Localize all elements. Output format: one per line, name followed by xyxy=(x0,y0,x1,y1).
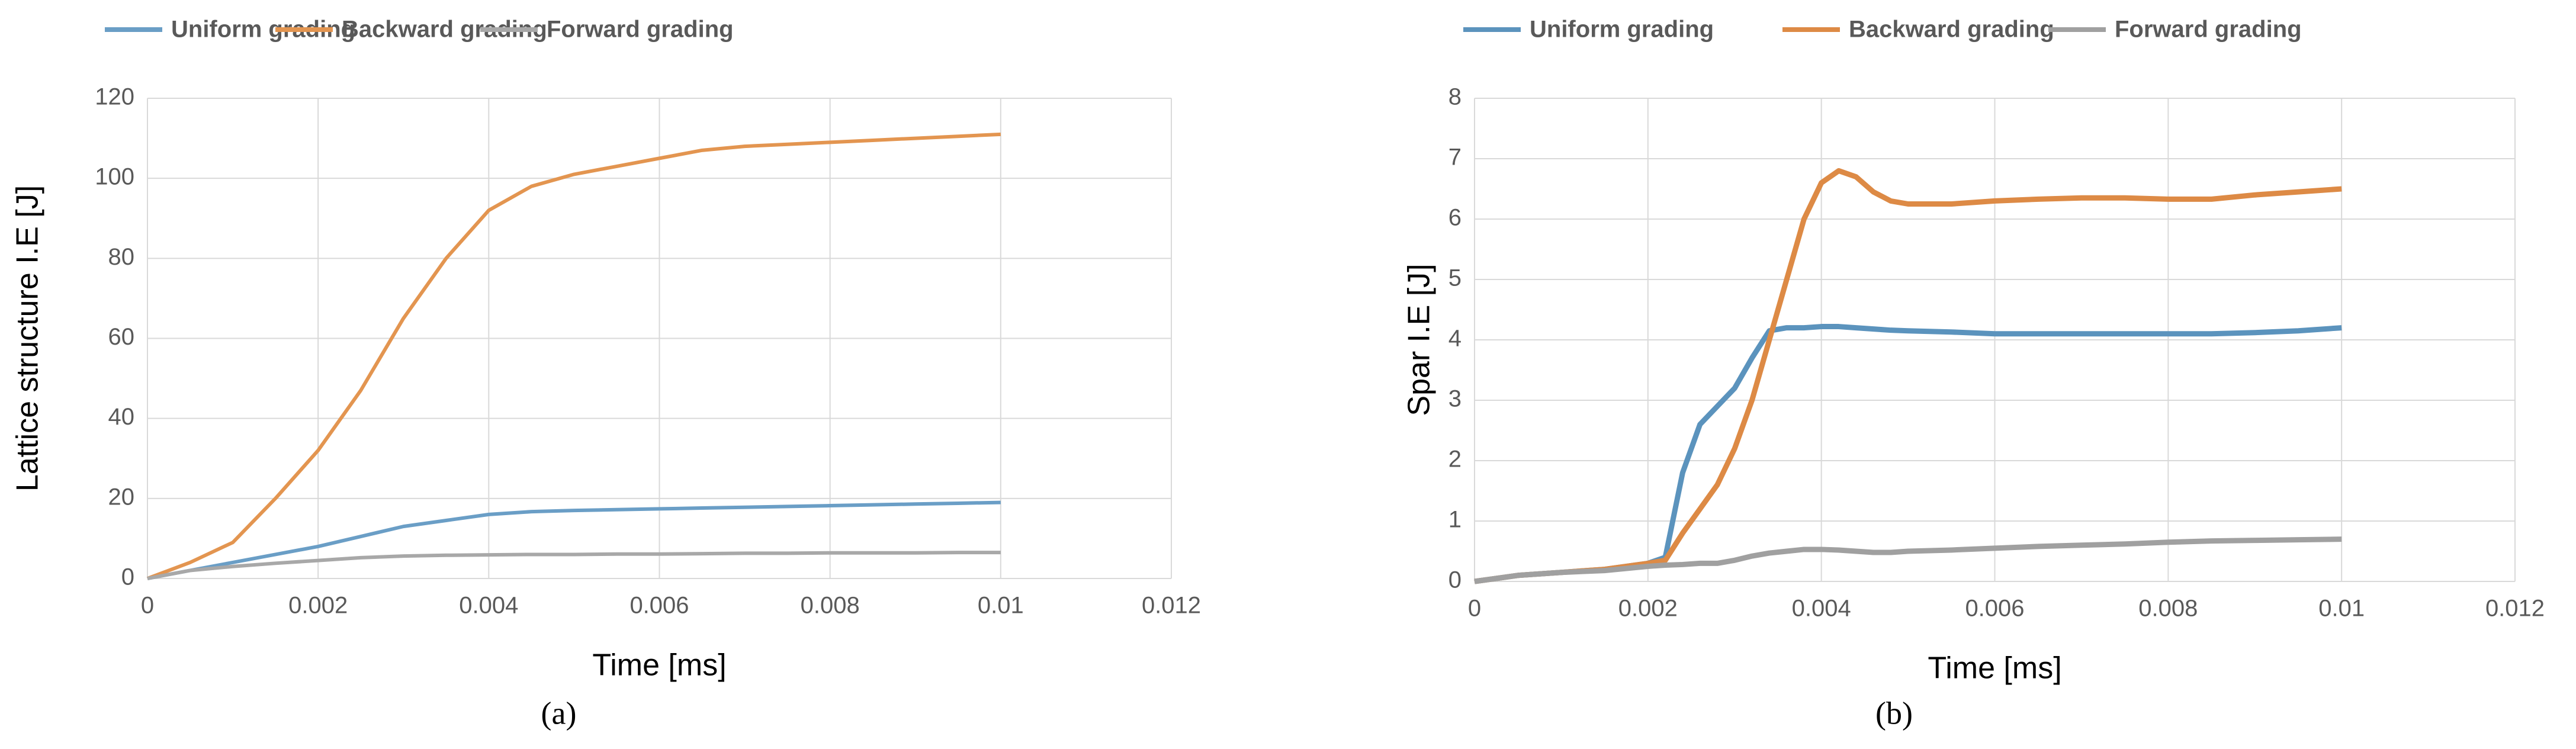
x-tick-label: 0.002 xyxy=(1618,596,1678,622)
x-tick-label: 0.006 xyxy=(1965,596,2024,622)
x-tick-label: 0.006 xyxy=(629,593,689,619)
y-tick-label: 0 xyxy=(121,564,134,590)
legend-label: Backward grading xyxy=(1849,17,2054,43)
x-tick-label: 0.002 xyxy=(288,593,348,619)
x-axis-title: Time [ms] xyxy=(1928,651,2061,686)
x-tick-label: 0 xyxy=(141,593,154,619)
x-tick-label: 0.012 xyxy=(1142,593,1201,619)
caption: (b) xyxy=(1875,695,1913,731)
x-tick-label: 0.012 xyxy=(2485,596,2545,622)
y-tick-label: 100 xyxy=(95,164,134,190)
x-tick-label: 0.01 xyxy=(978,593,1024,619)
y-tick-label: 4 xyxy=(1448,326,1462,352)
y-tick-label: 8 xyxy=(1448,84,1462,110)
legend-label: Uniform grading xyxy=(1530,17,1714,43)
y-tick-label: 3 xyxy=(1448,386,1462,412)
y-tick-label: 40 xyxy=(108,404,135,430)
y-axis-title: Spar I.E [J] xyxy=(1402,263,1437,416)
x-tick-label: 0 xyxy=(1468,596,1481,622)
y-tick-label: 2 xyxy=(1448,446,1462,472)
x-tick-label: 0.008 xyxy=(2138,596,2198,622)
x-axis-title: Time [ms] xyxy=(592,648,726,683)
x-tick-label: 0.004 xyxy=(1792,596,1851,622)
data-line xyxy=(147,551,1001,580)
data-line xyxy=(146,132,1001,580)
x-tick-label: 0.004 xyxy=(459,593,518,619)
legend-label: Forward grading xyxy=(2115,17,2302,43)
y-tick-label: 120 xyxy=(95,84,134,110)
y-tick-label: 7 xyxy=(1448,144,1462,171)
y-tick-label: 80 xyxy=(108,244,135,270)
y-tick-label: 5 xyxy=(1448,265,1462,291)
y-tick-label: 60 xyxy=(108,324,135,350)
x-tick-label: 0.01 xyxy=(2318,596,2365,622)
y-tick-label: 0 xyxy=(1448,567,1462,593)
y-tick-label: 20 xyxy=(108,484,135,510)
x-tick-label: 0.008 xyxy=(801,593,860,619)
data-line xyxy=(1474,536,2342,584)
y-tick-label: 6 xyxy=(1448,205,1462,231)
y-axis-title: Lattice structure I.E [J] xyxy=(11,185,45,491)
legend-label: Forward grading xyxy=(547,17,734,43)
caption: (a) xyxy=(541,695,577,731)
y-tick-label: 1 xyxy=(1448,507,1462,533)
data-line xyxy=(1474,168,2342,584)
data-line xyxy=(147,500,1001,580)
